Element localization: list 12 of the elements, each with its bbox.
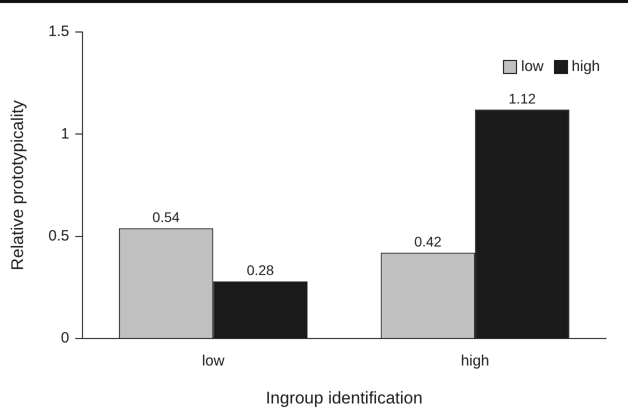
x-axis-title: Ingroup identification (266, 388, 423, 408)
y-tick-label: 1 (60, 125, 70, 142)
data-label: 1.12 (508, 90, 536, 107)
data-label: 0.54 (152, 209, 180, 226)
legend-label: low (521, 58, 544, 75)
legend-label: high (572, 58, 600, 75)
data-label: 0.28 (246, 262, 274, 278)
data-label: 0.42 (414, 234, 442, 250)
y-tick-label: 1.5 (48, 23, 70, 40)
y-tick-label: 0.5 (48, 228, 70, 245)
y-tick-label: 0 (60, 330, 70, 347)
y-axis-title: Relative prototypicality (8, 100, 27, 270)
